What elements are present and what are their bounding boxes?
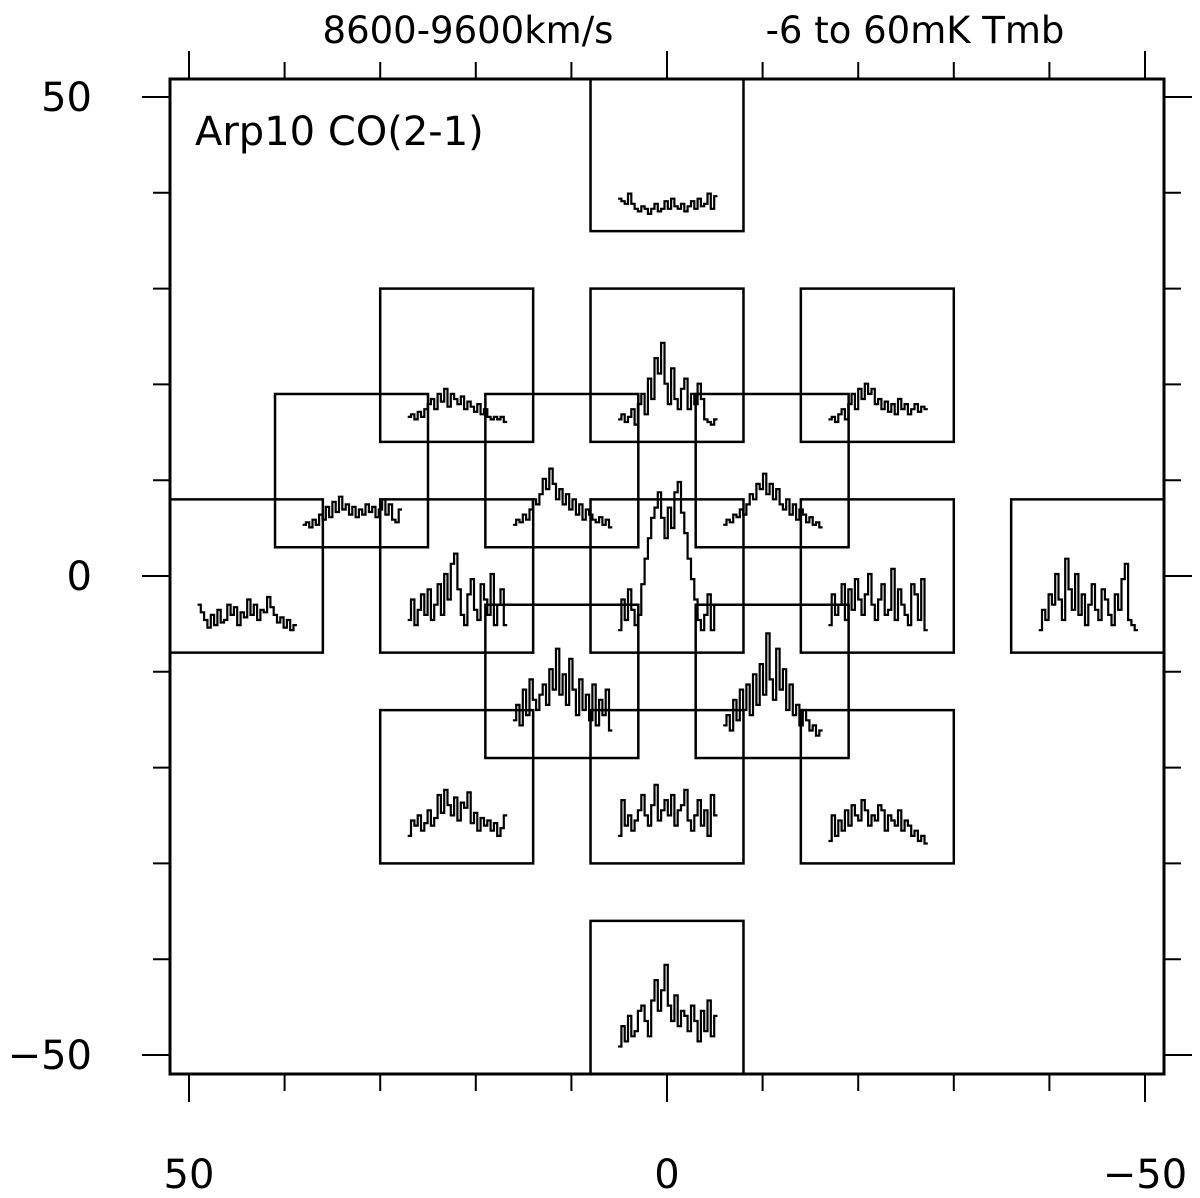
spectrum-box <box>1009 498 1166 654</box>
spectrum-box <box>378 708 535 865</box>
spectrum-box <box>589 708 745 865</box>
spectrum-line <box>723 632 823 737</box>
y-tick-label: 0 <box>67 554 92 600</box>
spectrum-panel <box>378 287 535 444</box>
spectrum-panel <box>484 392 640 549</box>
spectrum-line <box>197 595 297 632</box>
spectrum-line <box>618 783 718 837</box>
spectrum-line <box>512 467 613 529</box>
spectrum-panel <box>799 708 956 865</box>
spectrum-panel <box>378 708 535 865</box>
x-tick-label: 50 <box>164 1152 215 1198</box>
spectrum-panel <box>378 498 535 654</box>
spectrum-panel <box>484 603 640 760</box>
spectrum-box <box>589 498 745 654</box>
spectrum-line <box>618 480 718 632</box>
spectrum-box <box>168 498 325 654</box>
spectrum-panel <box>799 498 956 654</box>
spectrum-box <box>694 392 850 549</box>
spectrum-line <box>828 799 928 845</box>
spectrum-panel <box>799 287 956 444</box>
spectrum-panel <box>589 480 745 654</box>
spectrum-box <box>589 287 745 444</box>
spectrum-line <box>1038 557 1138 632</box>
spectrum-panel <box>589 287 745 444</box>
chart-annotation: Arp10 CO(2-1) <box>195 109 484 155</box>
spectrum-line <box>723 472 823 529</box>
spectrum-line <box>618 192 718 215</box>
spectrum-line <box>512 647 613 732</box>
spectrum-panel <box>694 392 850 549</box>
spectrum-line <box>828 567 928 632</box>
spectrum-line <box>618 963 718 1048</box>
spectrum-panel <box>589 919 745 1076</box>
spectrum-panel <box>1009 498 1166 654</box>
plot-frame <box>168 77 1166 1076</box>
x-tick-label: 0 <box>654 1152 679 1198</box>
spectrum-panel <box>589 77 745 233</box>
y-tick-label: 50 <box>41 75 92 121</box>
spectrum-panel <box>694 603 850 760</box>
spectrum-box <box>799 287 956 444</box>
spectrum-panel <box>168 498 325 654</box>
header-velocity-range: 8600-9600km/s <box>323 9 614 52</box>
spectrum-box <box>484 603 640 760</box>
spectrum-box <box>694 603 850 760</box>
axis-ticks <box>142 51 1192 1102</box>
spectrum-line <box>618 341 718 426</box>
spectrum-box <box>273 392 430 549</box>
spectrum-line <box>407 552 508 627</box>
spectrum-box <box>378 287 535 444</box>
axis-tick-labels: 50 0 −50 50 0 −50 <box>8 75 1188 1198</box>
spectrum-panel <box>589 708 745 865</box>
spectrum-box <box>378 498 535 654</box>
spectrum-box <box>799 708 956 865</box>
spectrum-line <box>407 387 508 424</box>
spectrum-line <box>302 495 402 529</box>
spectrum-box <box>484 392 640 549</box>
spectrum-panel <box>273 392 430 549</box>
spectrum-line <box>828 382 928 424</box>
x-tick-label: −50 <box>1103 1152 1187 1198</box>
spectrum-line <box>407 788 508 837</box>
spectra-layer <box>168 77 1166 1076</box>
spectrum-box <box>799 498 956 654</box>
y-tick-label: −50 <box>8 1033 92 1079</box>
header-temperature-range: -6 to 60mK Tmb <box>766 9 1065 52</box>
